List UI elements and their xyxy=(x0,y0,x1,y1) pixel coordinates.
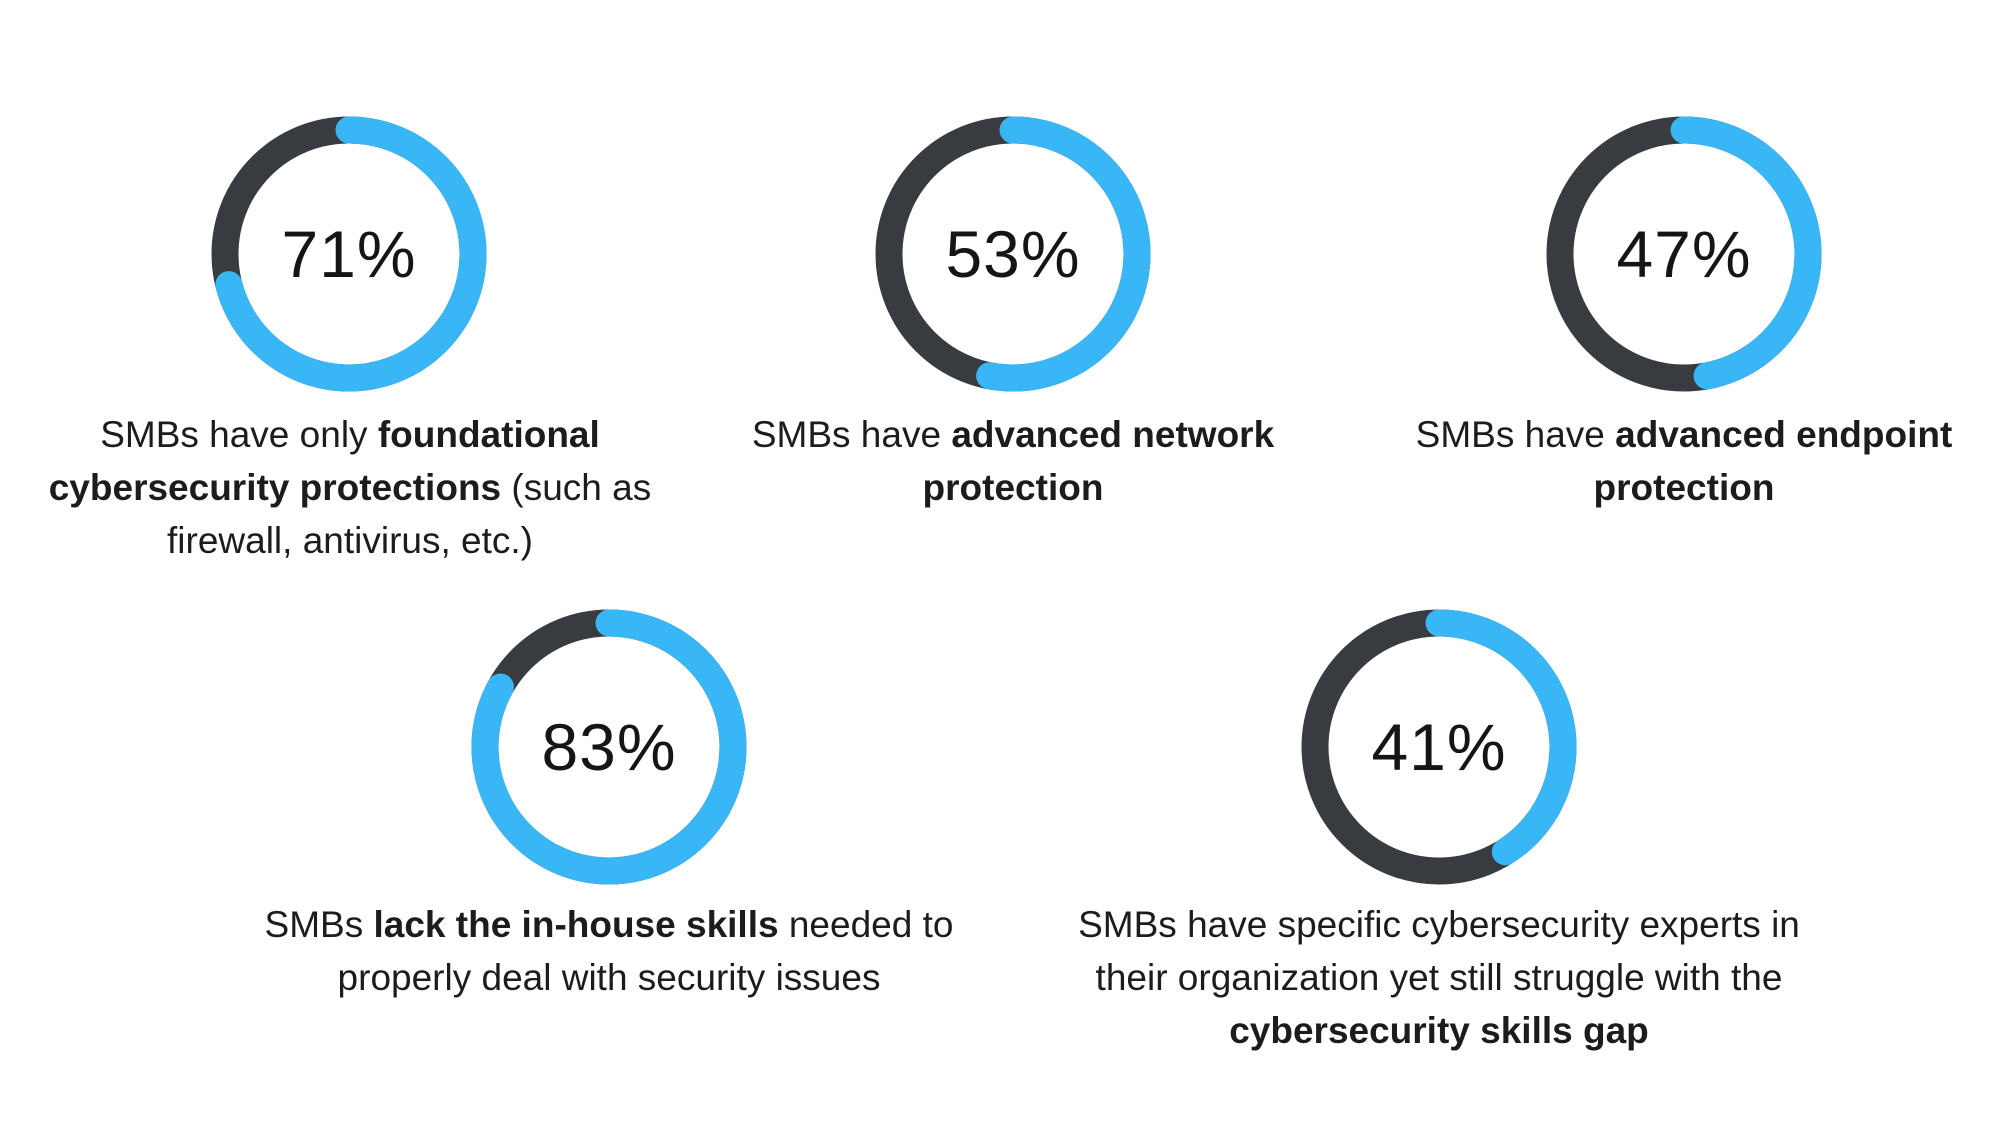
donut-value-arc xyxy=(1301,609,1577,885)
percent-label: 53% xyxy=(945,217,1081,291)
donut-svg xyxy=(875,116,1151,392)
caption-text: SMBs have xyxy=(1415,414,1616,455)
donut-chart: 41% xyxy=(1289,597,1589,897)
donut-value-arc xyxy=(1546,116,1822,392)
stat-caption: SMBs have advanced endpoint protection xyxy=(1384,408,1984,514)
donut-svg xyxy=(1301,609,1577,885)
stat-caption: SMBs have only foundational cybersecurit… xyxy=(20,408,680,567)
caption-emphasis: cybersecurity skills gap xyxy=(1229,1010,1649,1051)
donut-svg xyxy=(1546,116,1822,392)
caption-text: (such as firewall, antivirus, etc.) xyxy=(167,467,652,561)
percent-label: 47% xyxy=(1616,217,1752,291)
donut-chart: 53% xyxy=(863,104,1163,404)
stat-caption: SMBs have advanced network protection xyxy=(713,408,1313,514)
donut-chart: 71% xyxy=(199,104,499,404)
caption-emphasis: advanced endpoint protection xyxy=(1593,414,1953,508)
donut-chart: 83% xyxy=(459,597,759,897)
donut-chart: 47% xyxy=(1534,104,1834,404)
percent-label: 41% xyxy=(1371,710,1507,784)
percent-label: 71% xyxy=(281,217,417,291)
caption-text: SMBs have only xyxy=(100,414,378,455)
stat-caption: SMBs lack the in-house skills needed to … xyxy=(264,898,954,1004)
donut-value-arc xyxy=(211,116,487,392)
donut-value-arc xyxy=(875,116,1151,392)
caption-text: needed to properly deal with security is… xyxy=(337,904,954,998)
caption-text: SMBs have specific cybersecurity experts… xyxy=(1078,904,1800,998)
donut-svg xyxy=(211,116,487,392)
donut-value-arc xyxy=(471,609,747,885)
caption-emphasis: foundational cybersecurity protections xyxy=(48,414,600,508)
donut-svg xyxy=(471,609,747,885)
caption-text: SMBs have xyxy=(751,414,952,455)
caption-text: SMBs xyxy=(264,904,374,945)
stat-caption: SMBs have specific cybersecurity experts… xyxy=(1049,898,1829,1057)
percent-label: 83% xyxy=(541,710,677,784)
caption-emphasis: advanced network protection xyxy=(922,414,1275,508)
caption-emphasis: lack the in-house skills xyxy=(373,904,779,945)
